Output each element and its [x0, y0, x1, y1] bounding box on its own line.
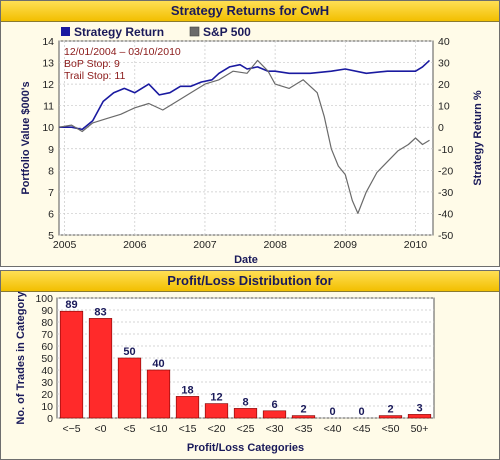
bar-chart: 010203040506070809010089<−583<050<540<10…: [15, 290, 435, 454]
y-tick-label: 10: [42, 122, 54, 134]
y-tick-label: 14: [42, 36, 54, 48]
y2-tick-label: 0: [438, 122, 444, 134]
legend-strategy-swatch: [61, 27, 70, 36]
series-strategy-return: [59, 59, 431, 131]
series-sp500: [58, 59, 430, 214]
bar-y-axis-label: No. of Trades in Category: [15, 290, 27, 424]
x-axis-label: Date: [234, 254, 258, 266]
bar-x-tick-label: <0: [95, 423, 107, 435]
y2-tick-label: 40: [438, 36, 450, 48]
bar: [378, 415, 403, 419]
bar-y-tick-label: 60: [41, 341, 53, 353]
bar-data-label: 0: [358, 406, 364, 418]
y2-tick-label: -20: [438, 165, 453, 177]
bar-x-tick-label: <40: [324, 423, 342, 435]
line-chart: 5 6 7 8 9 10 11 12 13 14 -50 -40 -30 -20 -10 0 10 20 30 40 2…: [20, 36, 484, 266]
x-tick-label: 2009: [334, 239, 358, 251]
y2-tick-label: 30: [438, 58, 450, 70]
profit-loss-title: Profit/Loss Distribution for: [1, 271, 499, 292]
bar-data-label: 50: [123, 346, 135, 358]
y-tick-label: 11: [43, 101, 54, 113]
bar-x-tick-label: <15: [179, 423, 197, 435]
y2-tick-label: -40: [438, 208, 453, 220]
bar-x-tick-label: <25: [237, 423, 255, 435]
y2-tick-label: -50: [438, 230, 453, 242]
x-tick-label: 2007: [193, 239, 217, 251]
y-tick-label: 8: [48, 165, 54, 177]
info-trail-stop: Trail Stop: 11: [64, 70, 125, 82]
bar-y-tick-label: 90: [41, 305, 53, 317]
bar-data-label: 89: [65, 299, 77, 311]
bar-y-tick-label: 20: [41, 389, 53, 401]
bar-x-tick-label: <−5: [62, 423, 80, 435]
bar-data-label: 83: [94, 306, 106, 318]
bar-x-tick-label: <20: [208, 423, 226, 435]
y-tick-label: 9: [48, 144, 54, 156]
bar-data-label: 6: [271, 399, 277, 411]
bar: [88, 318, 113, 419]
x-tick-label: 2006: [123, 239, 147, 251]
x-tick-label: 2010: [404, 239, 428, 251]
bar: [291, 415, 316, 419]
bar-x-tick-label: <5: [124, 423, 136, 435]
bar-data-label: 2: [300, 404, 306, 416]
bar-data-label: 8: [242, 396, 248, 408]
bar-x-axis-label: Profit/Loss Categories: [187, 442, 304, 454]
bar-x-tick-label: <50: [382, 423, 400, 435]
bar-y-tick-label: 100: [35, 293, 53, 305]
bar: [262, 410, 287, 419]
bar-data-label: 40: [152, 358, 164, 370]
y2-axis-label: Strategy Return %: [472, 90, 484, 186]
bar: [175, 396, 200, 419]
bar-x-tick-label: <10: [150, 423, 168, 435]
bar-x-tick-label: <30: [266, 423, 284, 435]
x-tick-label: 2008: [263, 239, 287, 251]
bar: [204, 403, 229, 419]
y2-tick-label: 20: [438, 79, 450, 91]
y-tick-label: 7: [48, 187, 54, 199]
bar-x-tick-label: <45: [353, 423, 371, 435]
y2-tick-label: -30: [438, 187, 453, 199]
strategy-returns-title: Strategy Returns for CwH: [1, 1, 499, 22]
bar-data-label: 18: [181, 384, 193, 396]
legend-strategy-label: Strategy Return: [74, 25, 164, 39]
legend-sp500-label: S&P 500: [203, 25, 251, 39]
bar-y-tick-label: 40: [41, 365, 53, 377]
y-tick-label: 12: [42, 79, 54, 91]
bar-x-tick-label: 50+: [411, 423, 429, 435]
bar-data-label: 0: [329, 406, 335, 418]
y-tick-label: 5: [48, 230, 54, 242]
legend-sp500-swatch: [189, 26, 200, 37]
y-tick-label: 6: [48, 208, 54, 220]
y-axis-label: Portfolio Value $000's: [20, 81, 32, 194]
bar-data-label: 2: [387, 404, 393, 416]
bar-y-tick-label: 0: [47, 413, 53, 425]
x-tick-label: 2005: [53, 239, 77, 251]
bar: [117, 357, 142, 419]
bar-y-tick-label: 70: [41, 329, 53, 341]
info-bop-stop: BoP Stop: 9: [64, 58, 120, 70]
bar: [407, 414, 432, 419]
y-tick-label: 13: [42, 58, 54, 70]
y2-tick-label: 10: [438, 101, 450, 113]
bar: [233, 408, 258, 419]
bar-y-tick-label: 30: [41, 377, 53, 389]
bar-data-label: 3: [416, 402, 422, 414]
bar: [146, 369, 171, 419]
bar: [59, 310, 84, 419]
y2-tick-label: -10: [438, 144, 453, 156]
info-date-range: 12/01/2004 – 03/10/2010: [64, 46, 181, 58]
bar-x-tick-label: <35: [295, 423, 313, 435]
bar-y-tick-label: 10: [41, 401, 53, 413]
bar-y-tick-label: 80: [41, 317, 53, 329]
bar-y-tick-label: 50: [41, 353, 53, 365]
bar-data-label: 12: [210, 392, 222, 404]
